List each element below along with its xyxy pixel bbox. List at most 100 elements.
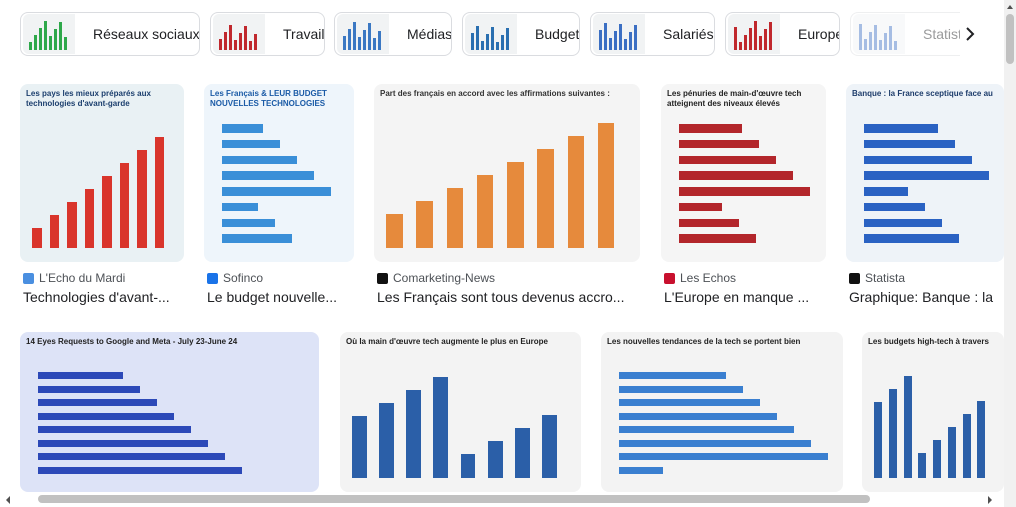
result-title[interactable]: Le budget nouvelle... [207,289,337,305]
thumb-bar [222,202,258,212]
filter-chip[interactable]: Statist [850,12,960,56]
result-thumbnail[interactable]: Les budgets high-tech à travers [862,332,1004,492]
thumb-bar [888,389,897,478]
result-source[interactable]: Les Echos [664,271,736,285]
chip-label: Médias [407,26,452,42]
thumb-bar [496,42,499,50]
result-thumbnail[interactable]: Où la main d'œuvre tech augmente le plus… [340,332,581,492]
thumb-bar [29,42,32,50]
thumb-bar [32,228,42,248]
source-name: Sofinco [223,271,264,285]
thumb-bar [764,29,767,50]
chip-thumbnail [728,14,780,54]
thumb-bar [864,139,955,149]
thumb-bar [460,454,476,478]
result-thumbnail[interactable]: Les nouvelles tendances de la tech se po… [601,332,843,492]
thumb-bar [491,27,494,50]
thumb-bar [244,26,247,50]
thumb-bar [679,155,776,165]
thumb-bar [229,25,232,50]
thumb-bar [379,403,395,478]
result-source[interactable]: Comarketing-News [377,271,495,285]
thumb-bar [368,23,371,50]
thumb-bar [84,189,95,248]
thumb-bar [222,155,297,165]
scroll-thumb[interactable] [38,495,870,503]
thumb-bar [744,35,747,50]
result-title[interactable]: Les Français sont tous devenus accro... [377,289,625,305]
scroll-up[interactable] [1004,1,1016,13]
thumb-bar [38,453,225,461]
thumb-bar [59,22,62,50]
chip-thumbnail [593,14,645,54]
thumb-bar [884,33,887,50]
thumb-bar [348,29,351,50]
thumb-bar [597,123,615,248]
thumb-bar [864,234,959,243]
result-title[interactable]: L'Europe en manque ... [664,289,810,305]
thumb-bar [406,390,422,478]
thumb-bar [38,426,191,434]
result-source[interactable]: Sofinco [207,271,263,285]
filter-chip[interactable]: Réseaux sociaux [20,12,200,56]
thumb-bar [679,202,722,212]
thumbnail-title: Les nouvelles tendances de la tech se po… [607,337,801,346]
thumbnail-title: Part des français en accord avec les aff… [380,89,610,98]
horizontal-scrollbar[interactable] [0,492,1004,507]
filter-chip[interactable]: Budget [462,12,580,56]
thumb-bar [864,202,925,212]
thumb-bar [918,453,927,478]
thumb-bar [609,38,612,50]
thumb-bar [977,401,986,478]
result-thumbnail[interactable]: 14 Eyes Requests to Google and Meta - Ju… [20,332,319,492]
chip-label: Travail [283,26,325,42]
thumb-bar [864,124,938,133]
thumb-bar [137,150,147,248]
scroll-thumb[interactable] [1006,14,1014,64]
filter-chip[interactable]: Europe [725,12,840,56]
result-thumbnail[interactable]: Part des français en accord avec les aff… [374,84,640,262]
thumb-bar [476,26,479,50]
filter-chip[interactable]: Médias [334,12,452,56]
thumb-bar [446,188,464,248]
thumb-bar [222,218,275,228]
thumb-bar [416,201,433,248]
result-source[interactable]: L'Echo du Mardi [23,271,125,285]
source-icon [377,272,388,284]
thumb-bar [476,175,494,248]
thumbnail-title: Les Français & LEUR BUDGET NOUVELLES TEC… [210,89,327,108]
filter-chip[interactable]: Salariés [590,12,715,56]
thumb-bar [864,171,989,180]
thumb-bar [224,32,227,50]
result-thumbnail[interactable]: Les pays les mieux préparés aux technolo… [20,84,184,262]
scroll-left[interactable] [4,495,12,505]
thumb-bar [102,176,112,248]
thumb-bar [67,202,77,248]
thumb-bar [249,41,252,50]
source-name: Les Echos [680,271,737,285]
thumb-bar [604,23,607,50]
result-title[interactable]: Graphique: Banque : la [849,289,993,305]
thumb-bar [487,441,503,478]
vertical-scrollbar[interactable] [1004,0,1016,507]
thumb-bar [222,187,331,196]
thumb-bar [903,376,912,478]
result-thumbnail[interactable]: Les pénuries de main-d'œuvre tech atteig… [661,84,826,262]
result-thumbnail[interactable]: Les Français & LEUR BUDGET NOUVELLES TEC… [204,84,354,262]
thumb-bar [38,385,140,393]
result-title[interactable]: Technologies d'avant-... [23,289,170,305]
thumb-bar [567,136,585,248]
result-source[interactable]: Statista [849,271,905,285]
chip-next-arrow[interactable] [960,24,980,44]
chip-label: Statist [923,26,960,42]
thumb-bar [739,42,742,50]
scroll-right[interactable] [986,495,994,505]
thumb-bar [64,37,67,50]
result-thumbnail[interactable]: Banque : la France sceptique face au [846,84,1004,262]
thumb-bar [864,155,972,165]
filter-chip[interactable]: Travail [210,12,325,56]
thumbnail-title: Les pays les mieux préparés aux technolo… [26,89,151,108]
thumb-bar [624,39,627,50]
thumb-bar [864,187,908,196]
thumbnail-title: Les pénuries de main-d'œuvre tech atteig… [667,89,802,108]
